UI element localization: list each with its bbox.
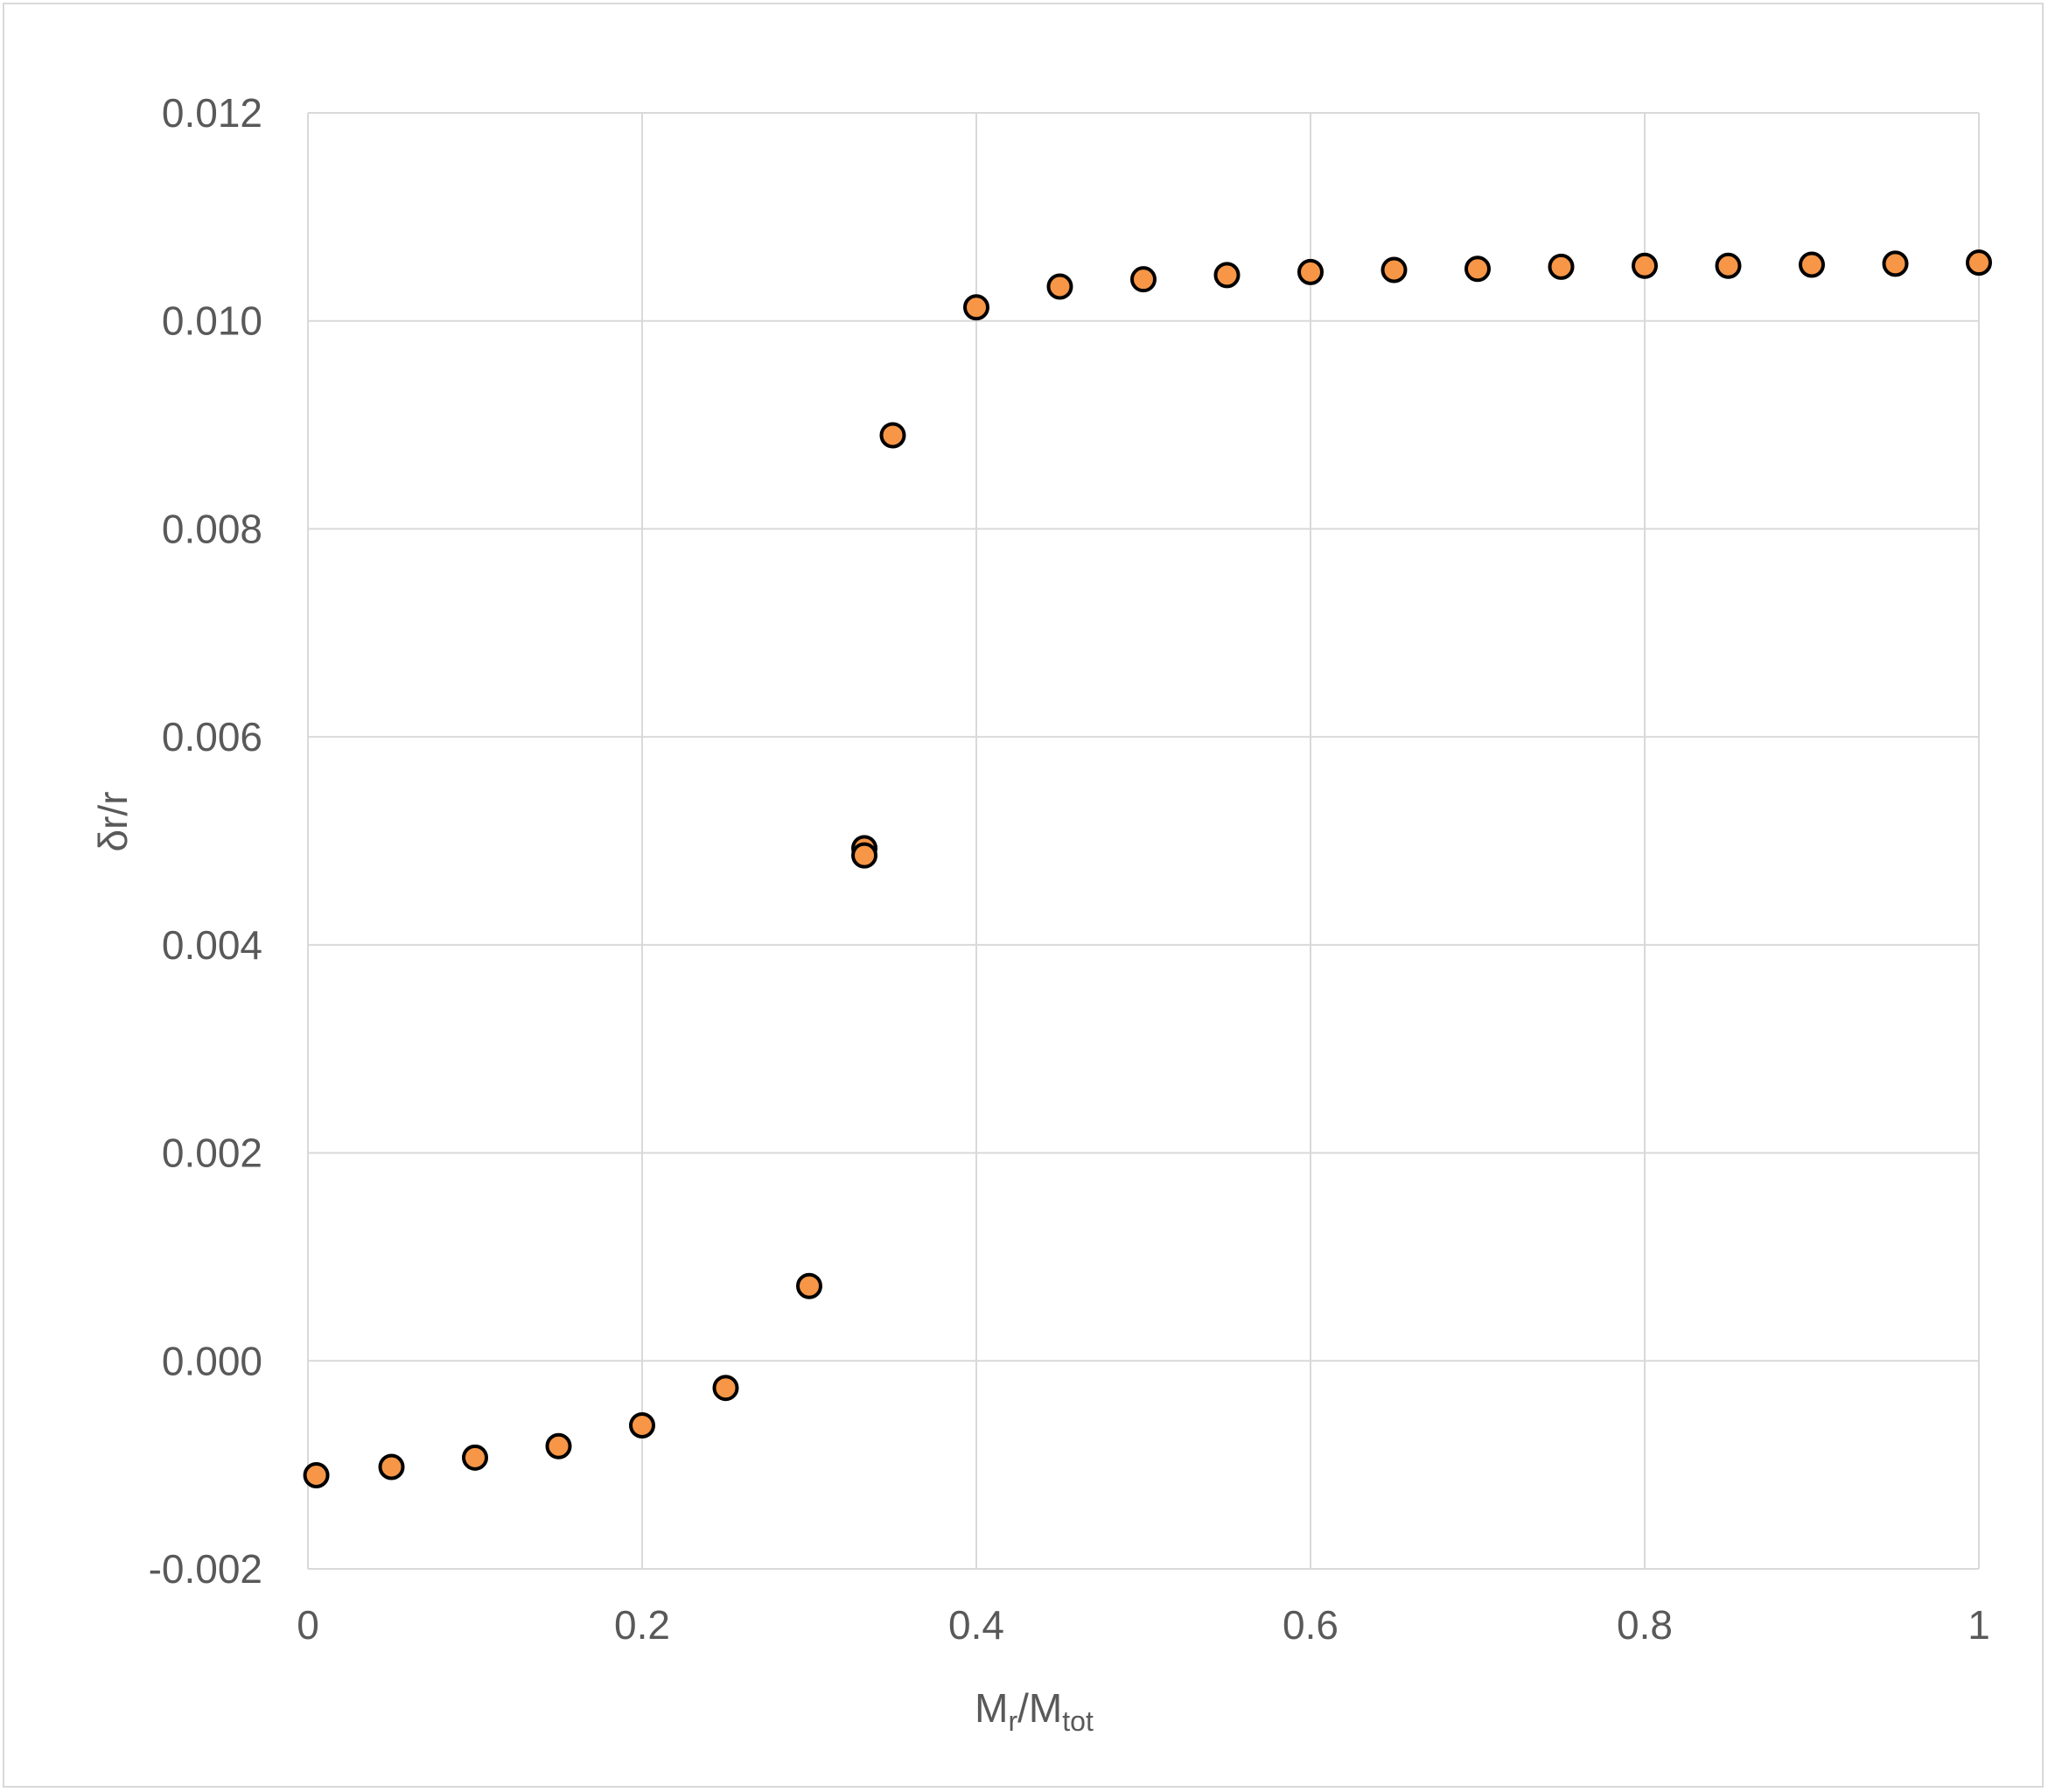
y-tick-label: 0.000 — [162, 1338, 262, 1383]
data-point — [1799, 251, 1825, 278]
data-point — [303, 1462, 330, 1489]
tick-labels: -0.002 0.000 0.002 0.004 0.006 0.008 0.010 0.01… — [149, 90, 1990, 1648]
y-tick-label: 0.002 — [162, 1130, 262, 1176]
y-tick-label: 0.010 — [162, 298, 262, 344]
data-point — [1130, 266, 1157, 293]
gridlines — [307, 112, 1980, 1570]
x-tick-label: 0 — [297, 1602, 319, 1648]
y-tick-label: 0.008 — [162, 506, 262, 551]
data-point — [378, 1453, 405, 1480]
y-tick-label: 0.006 — [162, 714, 262, 760]
x-axis-title-sub2: tot — [1062, 1705, 1094, 1737]
data-points — [303, 249, 1992, 1489]
x-tick-label: 0.4 — [948, 1602, 1004, 1648]
data-point — [1297, 258, 1324, 285]
x-tick-label: 0.8 — [1617, 1602, 1673, 1648]
data-point — [1046, 273, 1073, 300]
data-point — [462, 1444, 488, 1471]
data-point — [1464, 256, 1491, 283]
data-point — [1632, 252, 1658, 279]
y-tick-label: 0.012 — [162, 90, 262, 136]
x-tick-label: 0.2 — [614, 1602, 670, 1648]
data-point — [545, 1432, 572, 1460]
x-axis-title-main: M — [975, 1685, 1008, 1731]
x-tick-label: 1 — [1968, 1602, 1990, 1648]
x-axis-title-sub: r — [1008, 1705, 1017, 1737]
x-axis-title: Mr/Mtot — [975, 1685, 1094, 1737]
x-tick-label: 0.6 — [1283, 1602, 1339, 1648]
data-point — [1380, 256, 1408, 284]
data-point — [712, 1375, 739, 1402]
data-point — [879, 422, 906, 449]
y-axis-title: δr/r — [90, 791, 136, 851]
data-point — [629, 1411, 655, 1438]
data-point — [1715, 252, 1742, 279]
data-point — [1213, 262, 1241, 289]
data-point — [1966, 249, 1992, 276]
data-point — [796, 1272, 822, 1299]
x-axis-title-slash: /M — [1017, 1685, 1062, 1731]
data-point — [1882, 250, 1909, 277]
data-point — [963, 294, 989, 321]
y-tick-label: -0.002 — [149, 1546, 262, 1592]
data-point — [851, 842, 878, 869]
data-point — [1548, 253, 1575, 280]
scatter-chart: -0.002 0.000 0.002 0.004 0.006 0.008 0.010 0.01… — [90, 90, 1992, 1737]
y-tick-label: 0.004 — [162, 922, 262, 968]
chart-frame: -0.002 0.000 0.002 0.004 0.006 0.008 0.010 0.01… — [3, 3, 2044, 1788]
